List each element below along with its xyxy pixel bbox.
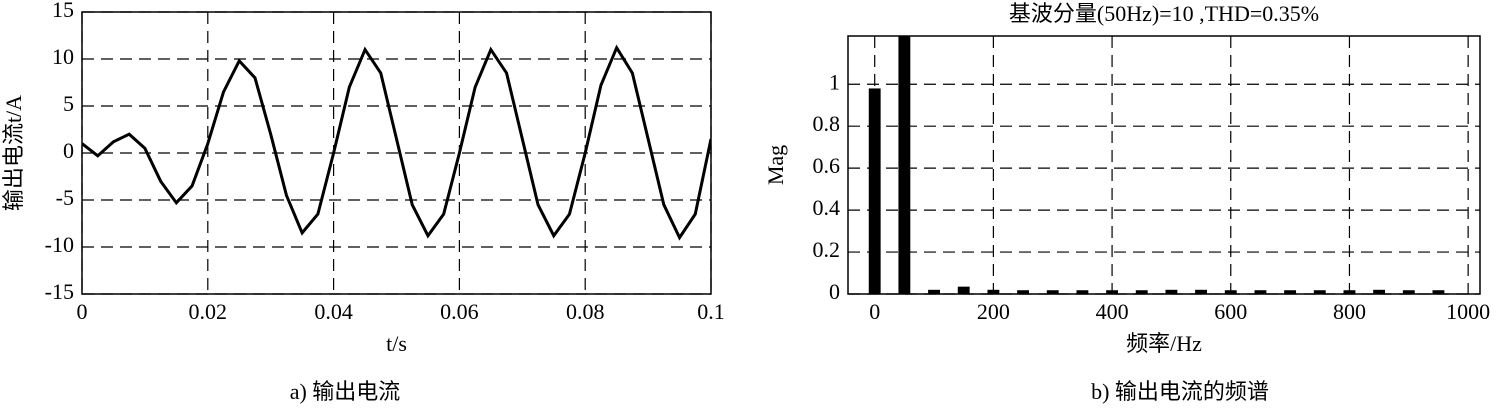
y-tick-label: 15 — [52, 0, 74, 22]
x-tick-label: 0.08 — [566, 299, 605, 324]
bar — [987, 289, 1000, 294]
bar — [1076, 290, 1089, 294]
bar — [928, 289, 940, 294]
plot-area — [82, 44, 711, 241]
x-tick-label: 400 — [1096, 299, 1129, 324]
bar — [1373, 289, 1386, 294]
x-tick-label: 0 — [869, 299, 880, 324]
line — [82, 44, 711, 241]
bar — [868, 88, 881, 294]
x-tick-label: 1000 — [1446, 299, 1490, 324]
x-tick-label: 0.02 — [189, 299, 228, 324]
bar — [1343, 290, 1356, 294]
y-axis-label: 输出电流t/A — [1, 95, 26, 211]
plot-frame — [847, 35, 1481, 295]
y-axis-label: Mag — [763, 145, 788, 185]
bar — [1224, 290, 1237, 294]
y-tick-label: -15 — [45, 279, 74, 304]
bar — [1402, 290, 1415, 294]
y-tick-label: 10 — [52, 44, 74, 69]
y-tick-label: 5 — [63, 91, 74, 116]
caption: a) 输出电流 — [290, 379, 401, 404]
bar — [1106, 290, 1119, 294]
y-tick-label: 0 — [63, 138, 74, 163]
y-tick-label: 0 — [829, 279, 840, 304]
y-tick-label: -5 — [56, 185, 74, 210]
x-axis-label: t/s — [386, 331, 407, 356]
y-tick-label: 0.6 — [813, 153, 841, 178]
bar — [1432, 290, 1445, 294]
x-tick-label: 0 — [77, 299, 88, 324]
plot-area — [868, 36, 1445, 294]
chart-title: 基波分量(50Hz)=10 ,THD=0.35% — [1009, 1, 1319, 26]
bar — [1254, 290, 1267, 294]
bar — [1135, 290, 1148, 294]
y-tick-label: 1 — [829, 69, 840, 94]
bar — [957, 286, 970, 294]
x-tick-label: 0.04 — [314, 299, 353, 324]
x-tick-label: 200 — [977, 299, 1010, 324]
x-tick-label: 0.06 — [440, 299, 479, 324]
y-tick-label: 0.2 — [813, 237, 841, 262]
bar — [898, 36, 911, 294]
caption: b) 输出电流的频谱 — [1091, 379, 1269, 404]
y-tick-label: -10 — [45, 232, 74, 257]
plot-frame — [81, 11, 712, 295]
bar — [1046, 290, 1059, 294]
x-tick-label: 600 — [1214, 299, 1247, 324]
bar — [1165, 289, 1178, 294]
x-axis-label: 频率/Hz — [1126, 331, 1202, 356]
y-tick-label: 0.8 — [813, 111, 841, 136]
bar — [1195, 289, 1208, 294]
bar — [1313, 290, 1326, 294]
x-tick-label: 0.1 — [697, 299, 725, 324]
y-tick-label: 0.4 — [813, 195, 841, 220]
bar — [1017, 290, 1029, 294]
bar — [1284, 290, 1297, 294]
x-tick-label: 800 — [1333, 299, 1366, 324]
